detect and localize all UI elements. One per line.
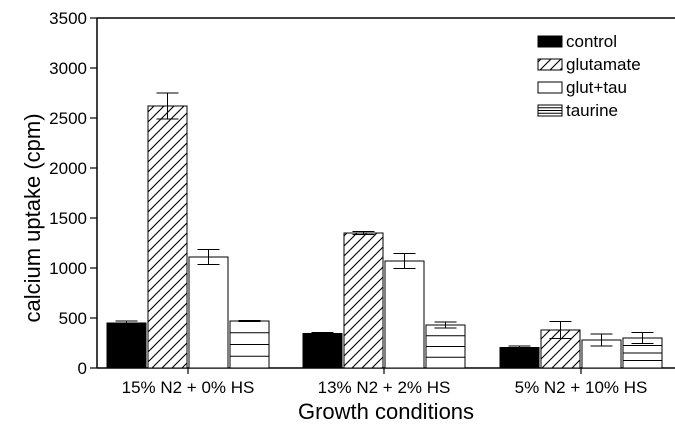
y-tick-label: 2000 [49, 159, 87, 178]
y-tick-label: 3000 [49, 59, 87, 78]
legend-label: control [566, 32, 617, 51]
legend-item-taurine: taurine [537, 101, 618, 120]
error-bar [549, 321, 572, 339]
error-bar [631, 332, 654, 344]
legend-label: glutamate [566, 55, 641, 74]
error-bar [115, 320, 138, 326]
y-tick-label: 2500 [49, 109, 87, 128]
y-tick-label: 1000 [49, 259, 87, 278]
bar-gluttau [384, 260, 425, 369]
bar-glutamate [147, 105, 188, 369]
x-tick-label: 15% N2 + 0% HS [122, 378, 255, 397]
y-tick-label: 3500 [49, 9, 87, 28]
y-axis-title: calcium uptake (cpm) [20, 113, 45, 322]
x-tick-label: 5% N2 + 10% HS [515, 378, 648, 397]
error-bar [434, 321, 457, 329]
legend-label: glut+tau [566, 78, 627, 97]
bar-control [106, 322, 147, 369]
legend-item-gluttau: glut+tau [537, 78, 627, 97]
error-bar [197, 249, 220, 265]
legend-item-control: control [537, 32, 617, 51]
y-tick-label: 0 [78, 359, 87, 378]
error-bar [238, 320, 261, 322]
y-tick-label: 500 [59, 309, 87, 328]
bar-taurine [229, 320, 270, 369]
y-tick-label: 1500 [49, 209, 87, 228]
x-axis-title: Growth conditions [298, 399, 474, 424]
error-bar [156, 92, 179, 120]
x-tick-label: 13% N2 + 2% HS [318, 378, 451, 397]
bar-glutamate [343, 232, 384, 369]
error-bar [311, 332, 334, 335]
bar-control [499, 347, 540, 369]
error-bar [393, 253, 416, 269]
error-bar [590, 333, 613, 347]
legend-label: taurine [566, 101, 618, 120]
bar-taurine [425, 324, 466, 369]
bar-control [302, 333, 343, 369]
bar-gluttau [188, 256, 229, 369]
legend-item-glutamate: glutamate [537, 55, 641, 74]
error-bar [508, 345, 531, 350]
error-bar [352, 231, 375, 235]
